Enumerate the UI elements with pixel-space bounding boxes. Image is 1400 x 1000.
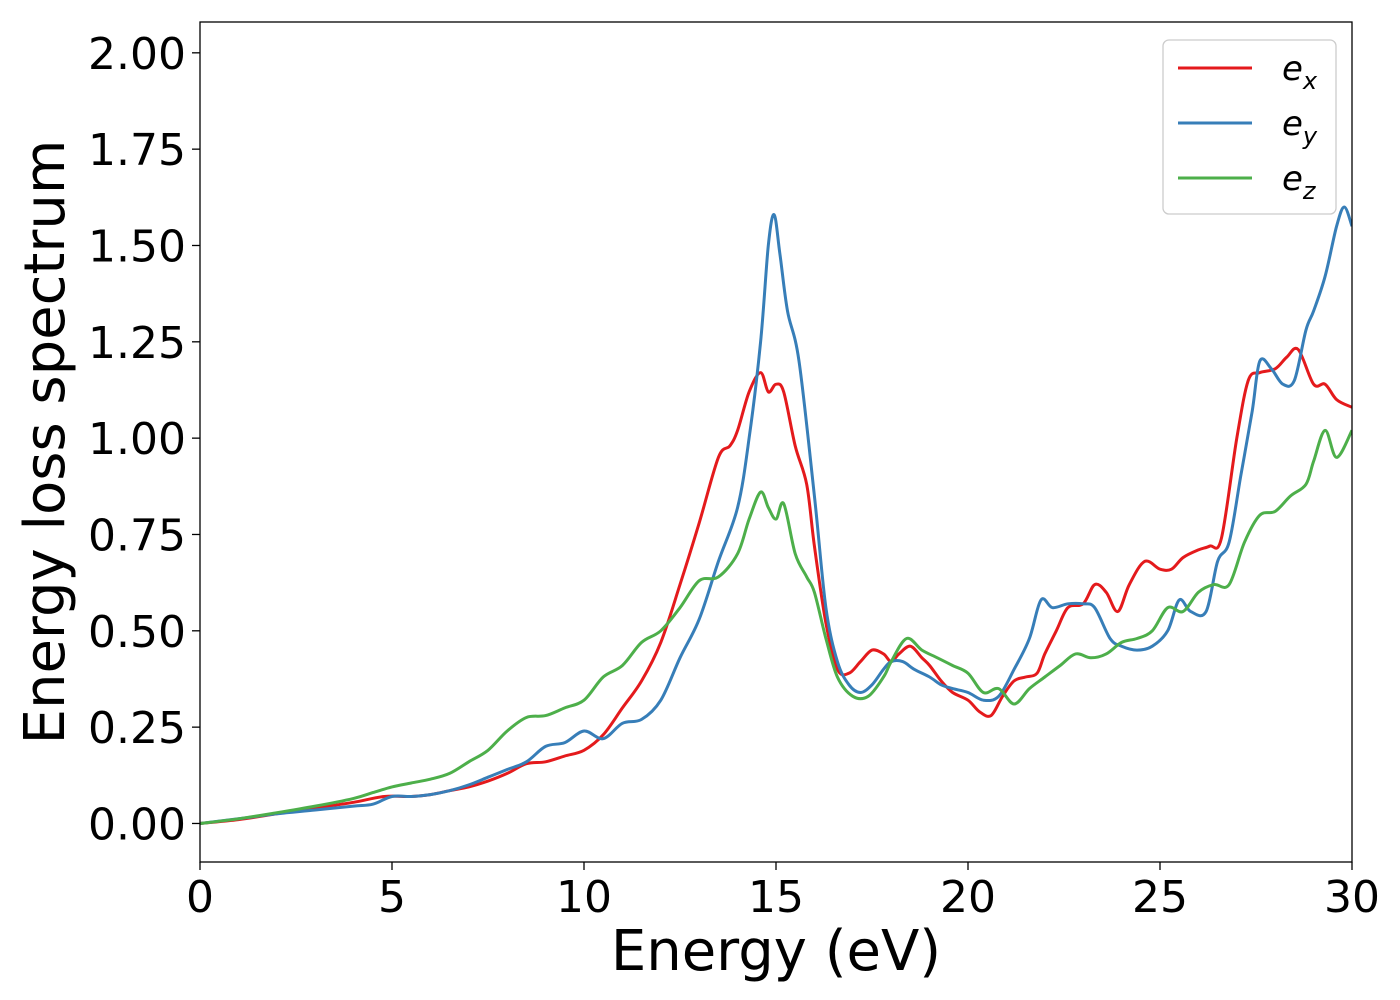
x-tick-label: 30 <box>1324 872 1380 923</box>
series-line-z <box>200 428 1352 825</box>
series-line-y <box>200 205 1352 825</box>
legend-label-x: ex <box>1282 49 1318 95</box>
y-axis: 0.00 0.25 0.50 0.75 1.00 1.25 1.50 1.75 2.00 <box>88 29 200 850</box>
x-axis-title: Energy (eV) <box>611 919 941 984</box>
x-tick-label: 25 <box>1132 872 1188 923</box>
y-tick-label: 1.25 <box>88 318 186 369</box>
legend: ex ey ez <box>1162 39 1337 215</box>
legend-label-z: ez <box>1282 159 1317 205</box>
x-tick-label: 0 <box>186 872 214 923</box>
y-tick-label: 1.75 <box>88 125 186 176</box>
x-tick-label: 15 <box>748 872 804 923</box>
y-tick-label: 0.75 <box>88 510 186 561</box>
series-layer <box>200 205 1352 825</box>
series-line-x <box>200 346 1352 825</box>
y-axis-title: Energy loss spectrum <box>13 140 78 745</box>
y-tick-label: 1.50 <box>88 221 186 272</box>
y-tick-label: 1.00 <box>88 414 186 465</box>
x-axis: 0 5 10 15 20 25 30 <box>186 862 1380 923</box>
y-tick-label: 2.00 <box>88 29 186 80</box>
legend-label-y: ey <box>1282 104 1318 150</box>
y-tick-label: 0.25 <box>88 703 186 754</box>
x-tick-label: 5 <box>378 872 406 923</box>
x-tick-label: 10 <box>556 872 612 923</box>
y-tick-label: 0.50 <box>88 607 186 658</box>
y-tick-label: 0.00 <box>88 799 186 850</box>
legend-box <box>1162 39 1337 215</box>
x-tick-label: 20 <box>940 872 996 923</box>
